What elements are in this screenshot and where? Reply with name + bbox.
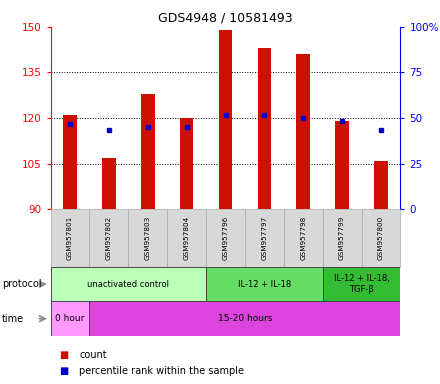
- Bar: [51, 267, 206, 301]
- Text: time: time: [2, 314, 24, 324]
- Bar: [297, 54, 310, 209]
- Text: ■: ■: [59, 350, 69, 360]
- Text: GSM957800: GSM957800: [378, 216, 384, 260]
- Text: protocol: protocol: [2, 279, 42, 289]
- Bar: [323, 209, 362, 267]
- Bar: [284, 209, 323, 267]
- Bar: [89, 301, 400, 336]
- Bar: [102, 157, 116, 209]
- Title: GDS4948 / 10581493: GDS4948 / 10581493: [158, 11, 293, 24]
- Bar: [128, 209, 167, 267]
- Bar: [206, 209, 245, 267]
- Text: GSM957804: GSM957804: [183, 216, 190, 260]
- Text: ■: ■: [59, 366, 69, 376]
- Text: count: count: [79, 350, 107, 360]
- Text: 0 hour: 0 hour: [55, 314, 85, 323]
- Text: IL-12 + IL-18,
TGF-β: IL-12 + IL-18, TGF-β: [334, 275, 389, 294]
- Bar: [89, 209, 128, 267]
- Text: GSM957801: GSM957801: [67, 216, 73, 260]
- Text: GSM957802: GSM957802: [106, 216, 112, 260]
- Bar: [219, 30, 232, 209]
- Bar: [167, 209, 206, 267]
- Text: GSM957803: GSM957803: [145, 216, 151, 260]
- Text: IL-12 + IL-18: IL-12 + IL-18: [238, 280, 291, 289]
- Bar: [245, 209, 284, 267]
- Bar: [362, 209, 400, 267]
- Bar: [374, 161, 388, 209]
- Bar: [323, 267, 400, 301]
- Bar: [180, 118, 194, 209]
- Text: GSM957797: GSM957797: [261, 216, 268, 260]
- Bar: [206, 267, 323, 301]
- Bar: [63, 115, 77, 209]
- Text: unactivated control: unactivated control: [87, 280, 169, 289]
- Text: GSM957796: GSM957796: [223, 216, 228, 260]
- Text: percentile rank within the sample: percentile rank within the sample: [79, 366, 244, 376]
- Text: GSM957798: GSM957798: [300, 216, 306, 260]
- Text: 15-20 hours: 15-20 hours: [218, 314, 272, 323]
- Text: GSM957799: GSM957799: [339, 216, 345, 260]
- Bar: [257, 48, 271, 209]
- Bar: [335, 121, 349, 209]
- Bar: [141, 94, 154, 209]
- Bar: [51, 301, 89, 336]
- Bar: [51, 209, 89, 267]
